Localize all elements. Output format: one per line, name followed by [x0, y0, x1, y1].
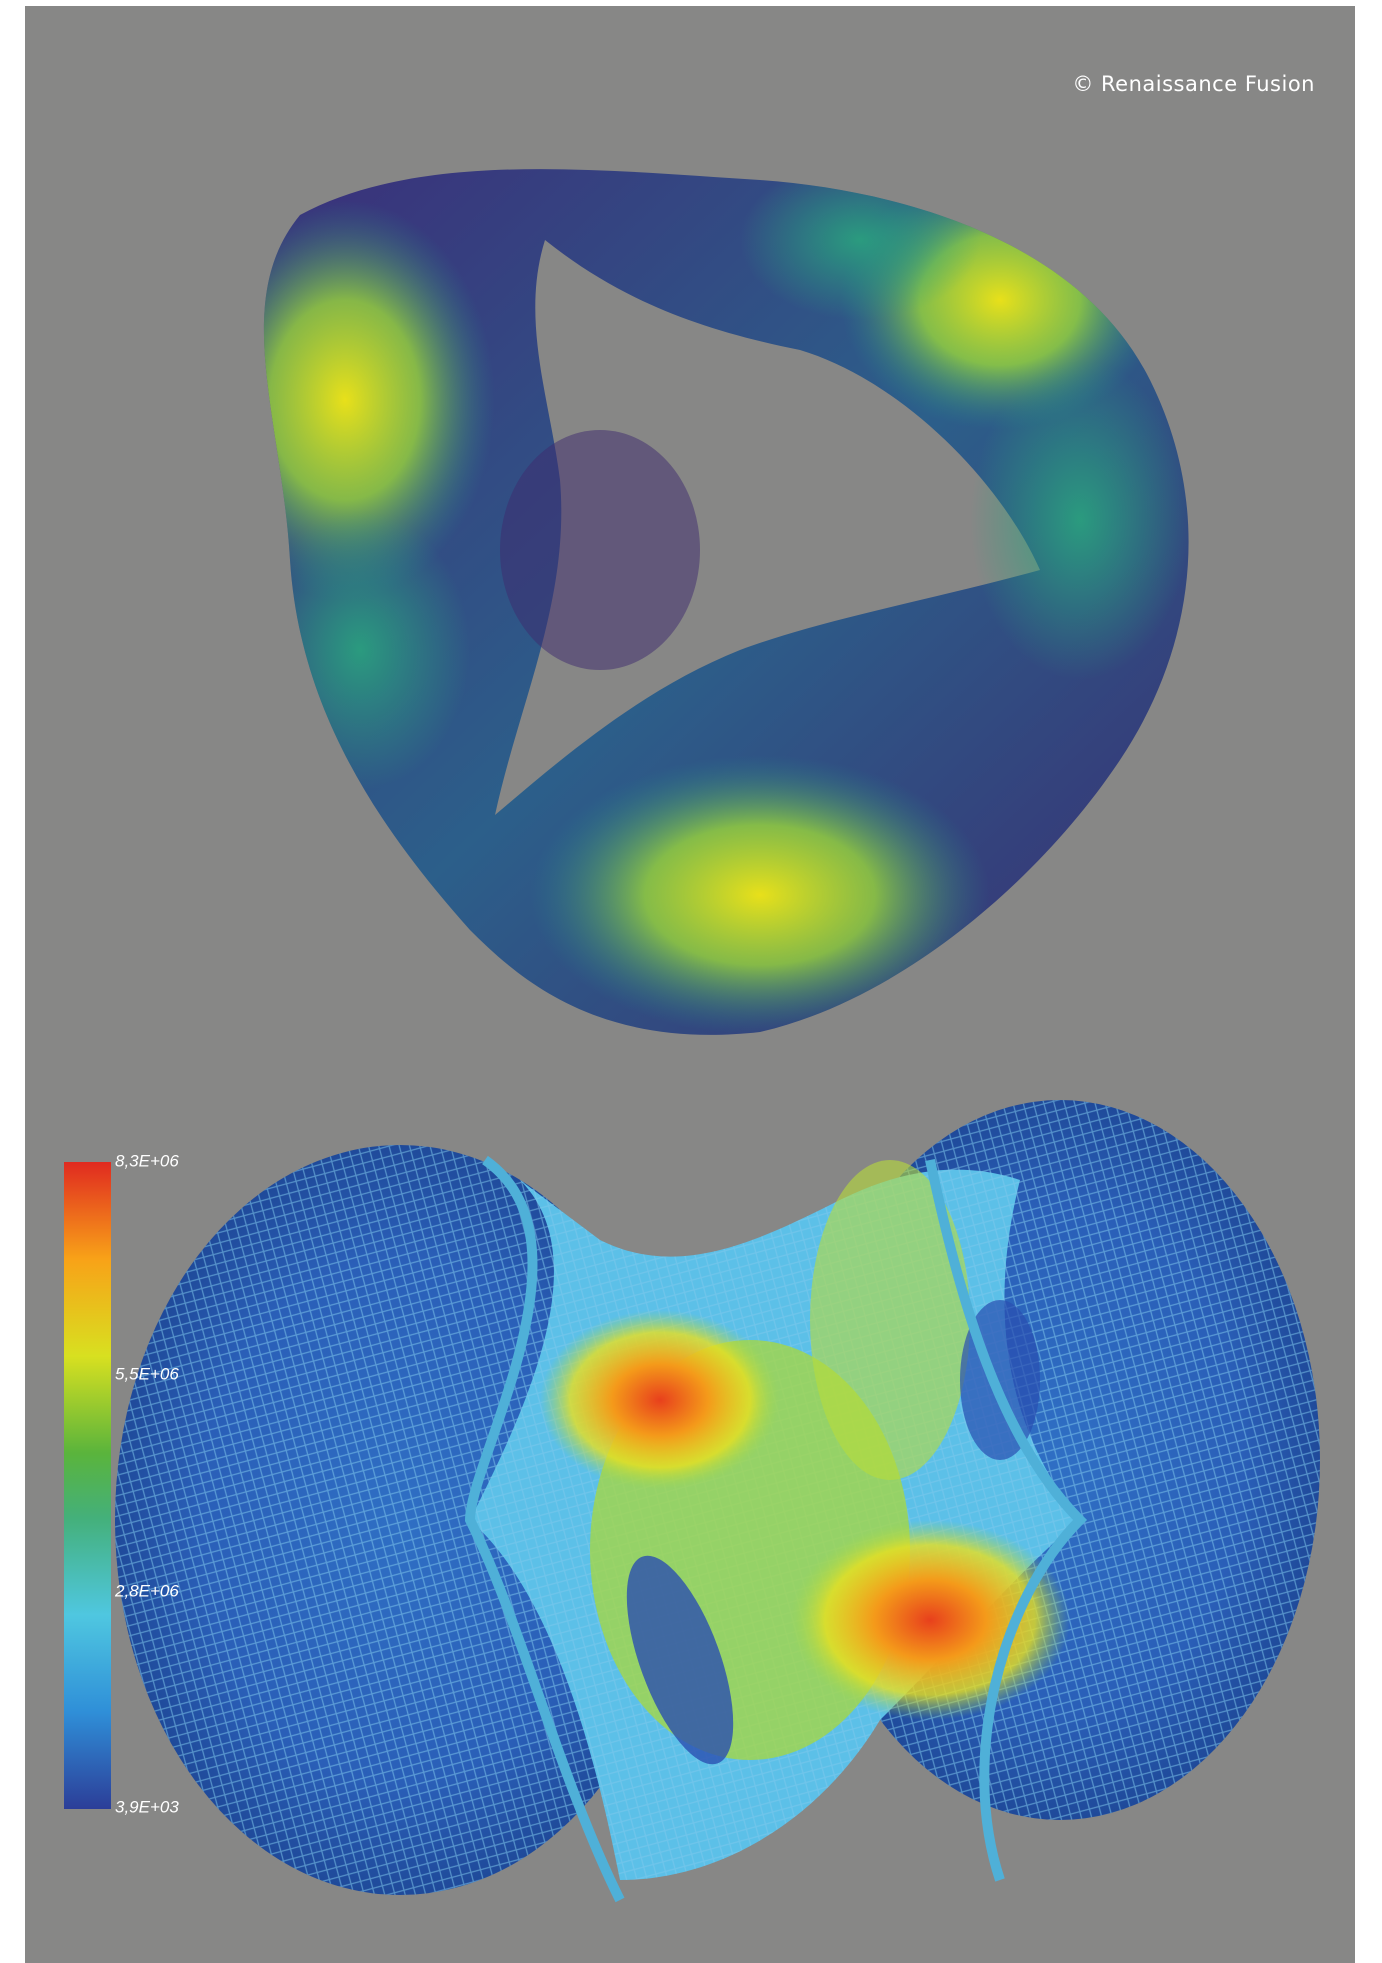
colorbar-label: 8,3E+06 — [115, 1151, 179, 1170]
picture: 8,3E+06 5,5E+06 2,8E+06 3,9E+03 © Renais… — [0, 0, 1382, 1963]
colorbar-label: 3,9E+03 — [115, 1797, 179, 1816]
colorbar-label: 2,8E+06 — [114, 1581, 179, 1600]
credit: © Renaissance Fusion — [1072, 72, 1315, 96]
page: 8,3E+06 5,5E+06 2,8E+06 3,9E+03 © Renais… — [0, 0, 1382, 1963]
colorbar-label: 5,5E+06 — [115, 1364, 179, 1383]
colorbar — [64, 1162, 111, 1809]
